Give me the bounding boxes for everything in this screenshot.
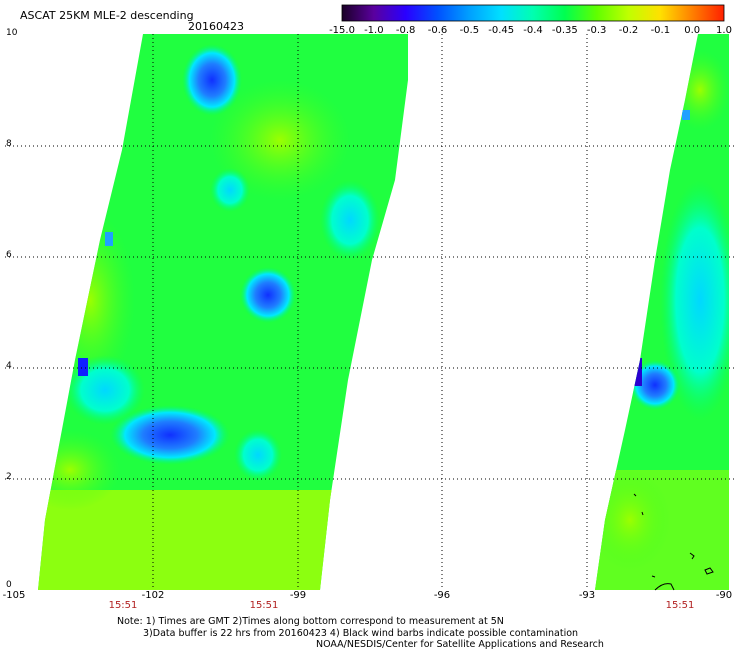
y-label-4: 4	[6, 361, 12, 371]
colorbar-tick-label: -0.35	[551, 25, 578, 36]
colorbar-tick-label: -0.6	[427, 25, 448, 36]
y-label-10: 10	[6, 28, 18, 38]
colorbar-tick-label: -0.2	[618, 25, 639, 36]
colorbar-tick-label: -0.4	[523, 25, 543, 36]
y-label-6: 6	[6, 250, 12, 260]
x-label-99: -99	[289, 590, 307, 601]
map-date: 20160423	[188, 20, 244, 33]
time-label-1: 15:51	[108, 600, 138, 611]
swath-east	[595, 34, 729, 590]
grid-lines	[5, 34, 735, 590]
colorbar-tick-label: -0.8	[395, 25, 416, 36]
note-line-3: NOAA/NESDIS/Center for Satellite Applica…	[316, 639, 604, 650]
colorbar-tick-label: -0.45	[488, 25, 515, 36]
swath-west	[38, 34, 408, 590]
colorbar-tick-label: -0.5	[459, 25, 480, 36]
colorbar-tick-label: -0.3	[586, 25, 607, 36]
x-label-93: -93	[578, 590, 596, 601]
colorbar-tick-label: -15.0	[329, 25, 355, 36]
note-line-1: Note: 1) Times are GMT 2)Times along bot…	[117, 616, 504, 627]
y-label-0: 0	[6, 580, 12, 590]
note-line-2: 3)Data buffer is 22 hrs from 20160423 4)…	[143, 628, 579, 639]
x-label-105: -105	[2, 590, 26, 601]
x-label-102: -102	[141, 590, 165, 601]
x-label-90: -90	[715, 590, 733, 601]
colorbar-tick-label: 0.0	[684, 25, 701, 36]
time-label-2: 15:51	[249, 600, 279, 611]
colorbar	[341, 4, 725, 22]
x-label-96: -96	[433, 590, 451, 601]
coastline	[633, 493, 714, 591]
colorbar-gradient	[341, 4, 725, 22]
colorbar-tick-label: -1.0	[364, 25, 384, 36]
time-label-3: 15:51	[665, 600, 695, 611]
colorbar-tick-label: 1.0	[716, 25, 732, 36]
colorbar-tick-label: -0.1	[650, 25, 671, 36]
map-title: ASCAT 25KM MLE-2 descending	[20, 9, 194, 22]
y-label-2: 2	[6, 472, 12, 482]
y-label-8: 8	[6, 139, 12, 149]
